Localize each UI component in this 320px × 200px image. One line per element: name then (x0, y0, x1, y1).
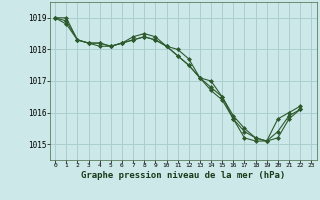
X-axis label: Graphe pression niveau de la mer (hPa): Graphe pression niveau de la mer (hPa) (81, 171, 285, 180)
